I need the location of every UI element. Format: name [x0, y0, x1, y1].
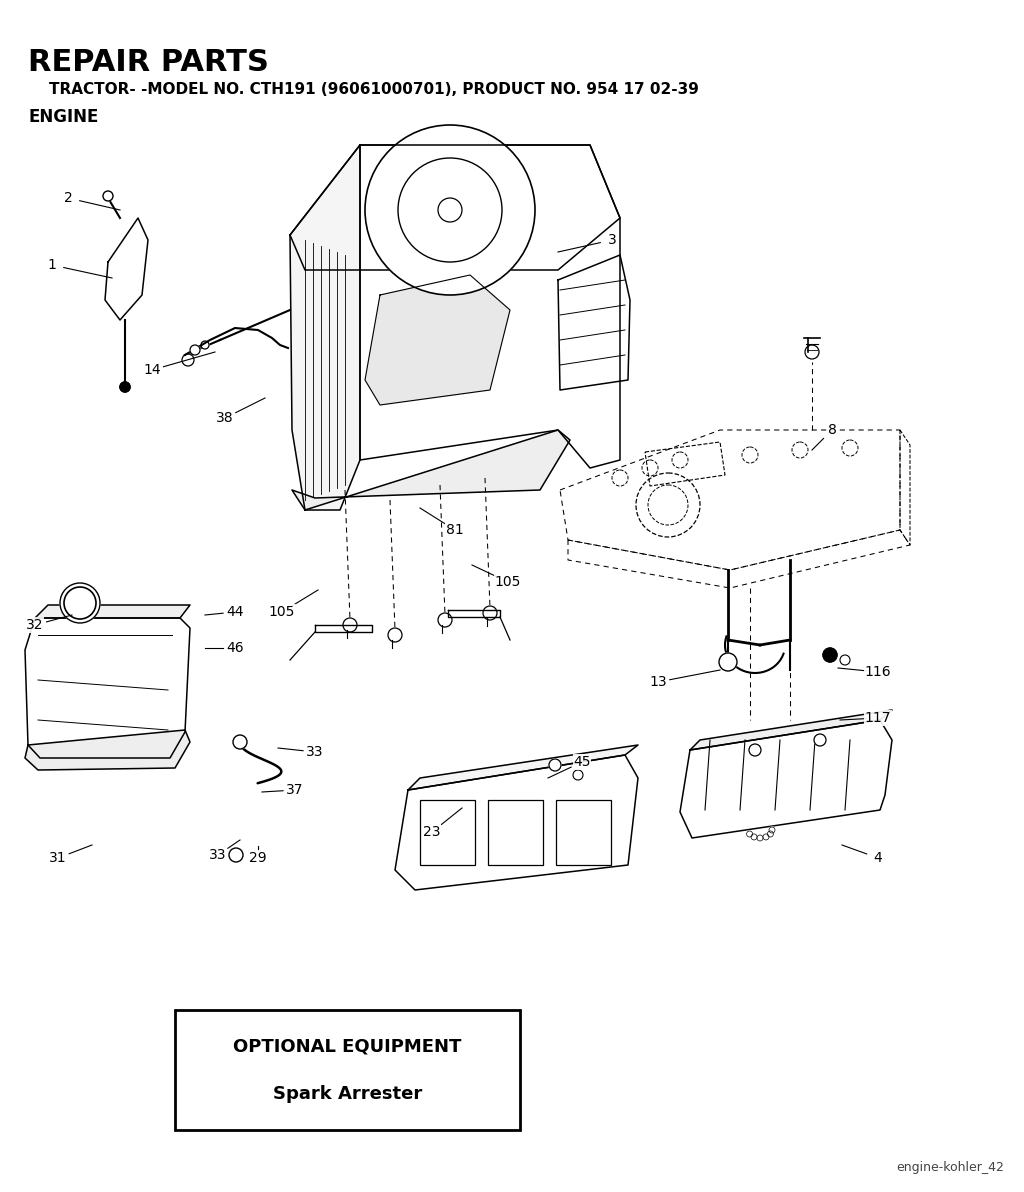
Text: 1: 1	[47, 257, 56, 272]
Text: 38: 38	[216, 411, 233, 426]
Polygon shape	[35, 606, 190, 617]
Circle shape	[438, 613, 452, 627]
Text: 32: 32	[27, 617, 44, 632]
Polygon shape	[315, 625, 372, 632]
Circle shape	[763, 834, 769, 840]
Circle shape	[672, 452, 688, 468]
Text: 31: 31	[49, 851, 67, 865]
Circle shape	[365, 125, 535, 294]
Circle shape	[805, 344, 819, 359]
Text: 2: 2	[63, 191, 73, 205]
Polygon shape	[105, 218, 148, 319]
Circle shape	[549, 759, 561, 771]
Circle shape	[642, 460, 658, 476]
Circle shape	[233, 735, 247, 749]
Polygon shape	[395, 755, 638, 890]
Circle shape	[792, 442, 808, 458]
Polygon shape	[408, 745, 638, 790]
Circle shape	[719, 653, 737, 671]
Polygon shape	[292, 430, 570, 510]
Bar	[488, 800, 543, 865]
Polygon shape	[25, 730, 190, 770]
Text: 29: 29	[249, 851, 267, 865]
Text: 3: 3	[607, 232, 616, 247]
Circle shape	[757, 836, 763, 842]
Circle shape	[229, 848, 243, 862]
Text: 23: 23	[423, 825, 440, 839]
Text: TRACTOR- -MODEL NO. CTH191 (96061000701), PRODUCT NO. 954 17 02-39: TRACTOR- -MODEL NO. CTH191 (96061000701)…	[28, 82, 698, 97]
Polygon shape	[290, 145, 360, 510]
Text: 14: 14	[143, 364, 161, 377]
Circle shape	[120, 381, 130, 392]
Text: engine-kohler_42: engine-kohler_42	[896, 1161, 1004, 1174]
Polygon shape	[560, 430, 900, 570]
Text: ENGINE: ENGINE	[28, 108, 98, 126]
Text: 33: 33	[209, 848, 226, 862]
Circle shape	[343, 617, 357, 632]
Polygon shape	[900, 430, 910, 545]
Polygon shape	[25, 617, 190, 758]
Circle shape	[612, 470, 628, 486]
Polygon shape	[449, 610, 500, 617]
Circle shape	[201, 341, 209, 349]
Circle shape	[388, 628, 402, 642]
Text: 4: 4	[873, 851, 883, 865]
Polygon shape	[690, 710, 892, 750]
Text: Spark Arrester: Spark Arrester	[272, 1085, 422, 1103]
Polygon shape	[680, 720, 892, 838]
Text: 105: 105	[269, 606, 295, 619]
Polygon shape	[645, 442, 725, 486]
Polygon shape	[360, 145, 620, 468]
Circle shape	[814, 734, 826, 746]
Circle shape	[190, 344, 200, 355]
Circle shape	[823, 648, 837, 662]
Circle shape	[648, 485, 688, 524]
Bar	[556, 800, 611, 865]
Circle shape	[573, 770, 583, 780]
Circle shape	[749, 744, 761, 756]
Circle shape	[60, 583, 100, 623]
Text: 37: 37	[287, 783, 304, 797]
Polygon shape	[558, 255, 630, 390]
Circle shape	[842, 440, 858, 457]
Text: REPAIR PARTS: REPAIR PARTS	[28, 48, 269, 77]
Circle shape	[769, 827, 775, 833]
Circle shape	[398, 159, 502, 262]
Text: 116: 116	[864, 665, 891, 679]
Circle shape	[751, 834, 757, 840]
Circle shape	[182, 354, 194, 366]
Circle shape	[767, 831, 773, 837]
Text: 44: 44	[226, 606, 244, 619]
Circle shape	[63, 586, 96, 619]
Text: 13: 13	[649, 675, 667, 689]
Text: 33: 33	[306, 745, 324, 759]
Polygon shape	[568, 530, 910, 588]
Circle shape	[742, 447, 758, 462]
Text: OPTIONAL EQUIPMENT: OPTIONAL EQUIPMENT	[233, 1037, 462, 1055]
Text: 45: 45	[573, 755, 591, 769]
Text: 105: 105	[495, 575, 521, 589]
Circle shape	[438, 198, 462, 222]
Polygon shape	[290, 145, 620, 271]
Text: 117: 117	[864, 710, 891, 725]
Bar	[420, 800, 475, 865]
Circle shape	[840, 654, 850, 665]
Text: 8: 8	[827, 423, 837, 437]
Circle shape	[103, 191, 113, 201]
Text: 81: 81	[446, 523, 464, 538]
Circle shape	[483, 606, 497, 620]
Circle shape	[746, 831, 753, 837]
Polygon shape	[365, 275, 510, 405]
Circle shape	[636, 473, 700, 538]
Text: 46: 46	[226, 641, 244, 654]
Bar	[175, 1010, 520, 1130]
